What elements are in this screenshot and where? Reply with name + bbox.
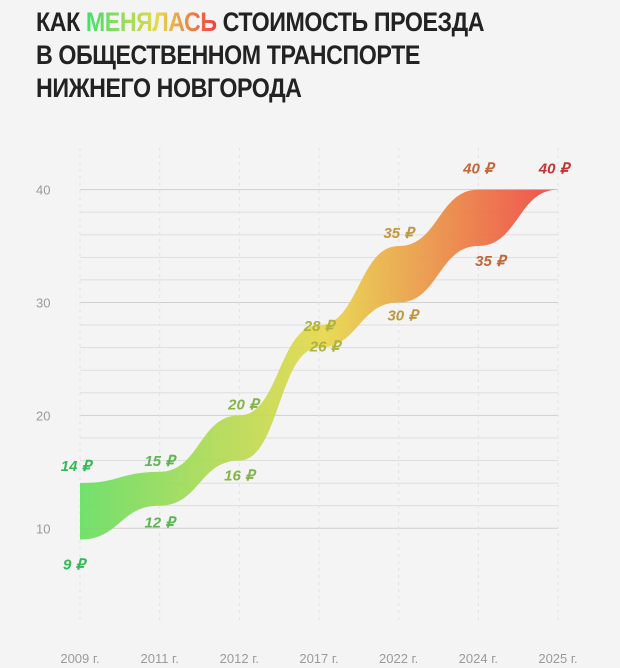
max-fare-label: 20 ₽ [227, 396, 261, 413]
x-tick-label: 2011 г. [140, 651, 178, 666]
min-fare-label: 12 ₽ [144, 515, 177, 532]
max-fare-label: 14 ₽ [61, 458, 94, 475]
chart-title: КАК МЕНЯЛАСЬ СТОИМОСТЬ ПРОЕЗДА В ОБЩЕСТВ… [36, 6, 518, 105]
min-fare-label: 16 ₽ [224, 468, 257, 485]
x-tick-label: 2024 г. [459, 651, 498, 666]
max-fare-label: 40 ₽ [538, 161, 572, 178]
y-tick-label: 40 [36, 183, 50, 198]
title-part-1: КАК [36, 7, 86, 37]
max-fare-label: 15 ₽ [144, 453, 177, 470]
y-tick-label: 20 [36, 408, 50, 423]
min-fare-label: 35 ₽ [475, 253, 508, 270]
min-fare-label: 30 ₽ [387, 307, 420, 324]
max-fare-label: 28 ₽ [303, 318, 337, 335]
x-tick-label: 2009 г. [60, 651, 99, 666]
x-axis-ticks: 2009 г. 2011 г. 2012 г. 2017 г. 2022 г. 2024 … [60, 651, 577, 666]
fare-chart: 10 20 30 40 2009 г. 2011 г. 2012 г. 2017 г. 202… [36, 148, 578, 666]
min-fare-label: 26 ₽ [309, 339, 343, 356]
max-fare-label: 40 ₽ [462, 161, 496, 178]
title-part-2: СТОИМОСТЬ ПРОЕЗДА [216, 7, 485, 37]
x-tick-label: 2022 г. [379, 651, 418, 666]
title-accent-word: МЕНЯЛАСЬ [85, 7, 217, 37]
x-tick-label: 2025 г. [538, 651, 577, 666]
y-tick-label: 10 [36, 521, 50, 536]
max-fare-label: 35 ₽ [383, 225, 416, 242]
title-line-2: В ОБЩЕСТВЕННОМ ТРАНСПОРТЕ [36, 40, 420, 70]
value-labels: 14 ₽ 15 ₽ 20 ₽ 28 ₽ 35 ₽ 40 ₽ 40 ₽ 9 ₽ 12 ₽ 16 ₽ 2… [61, 161, 572, 574]
x-tick-label: 2017 г. [299, 651, 338, 666]
x-tick-label: 2012 г. [220, 651, 259, 666]
y-axis-ticks: 10 20 30 40 [36, 183, 50, 537]
min-fare-label: 9 ₽ [63, 557, 88, 574]
fare-range-band [80, 189, 558, 540]
title-line-3: НИЖНЕГО НОВГОРОДА [36, 73, 302, 103]
y-tick-label: 30 [36, 295, 50, 310]
